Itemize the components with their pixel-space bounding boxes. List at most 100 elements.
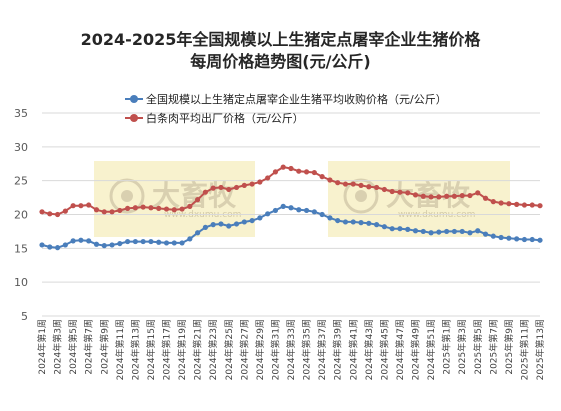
legend-swatch-red: [125, 113, 143, 123]
series-1-point: [296, 168, 302, 174]
series-1-point: [241, 182, 247, 189]
series-1-point: [436, 194, 442, 200]
series-1-point: [397, 189, 403, 195]
y-tick-label: 20: [14, 209, 28, 222]
series-1-point: [358, 182, 364, 189]
series-1-point: [86, 202, 92, 208]
x-tick-label: 2024年第35周: [301, 319, 313, 380]
y-tick-label: 25: [14, 175, 28, 188]
series-0-point: [140, 238, 146, 245]
series-1-point: [47, 211, 53, 217]
series-1-point: [101, 209, 107, 215]
series-1-point: [490, 199, 496, 205]
x-tick-label: 2024年第19周: [176, 319, 188, 380]
series-0-point: [93, 241, 100, 247]
series-1-point: [451, 193, 458, 199]
series-1-point: [335, 180, 341, 186]
series-1-point: [280, 164, 286, 170]
series-1-point: [132, 205, 138, 211]
series-0-point: [257, 215, 263, 221]
series-0-point: [187, 236, 193, 242]
series-1-point: [163, 206, 170, 212]
series-1-point: [265, 175, 271, 181]
series-1-point: [124, 205, 131, 212]
series-1-point: [109, 209, 115, 215]
y-tick-label: 10: [14, 276, 28, 289]
series-0-point: [226, 223, 232, 229]
series-0-point: [117, 240, 123, 247]
series-1-point: [311, 169, 317, 176]
series-1-point: [195, 197, 201, 203]
series-0-point: [156, 239, 162, 245]
x-tick-label: 2024年第1周: [36, 319, 48, 375]
series-0-point: [54, 245, 61, 251]
series-0-point: [303, 207, 310, 214]
series-1-point: [412, 192, 419, 198]
series-0-point: [381, 224, 387, 230]
series-1-point: [187, 203, 193, 209]
series-0-point: [451, 228, 458, 235]
watermark-logo-icon: [355, 190, 367, 202]
legend-label-purchase-price: 全国规模以上生猪定点屠宰企业生猪平均收购价格（元/公斤）: [146, 92, 447, 106]
x-tick-label: 2025年第3周: [456, 319, 468, 375]
series-1-point: [70, 203, 76, 209]
series-0-point: [265, 211, 271, 217]
series-0-point: [210, 222, 216, 228]
series-1-point: [366, 184, 372, 190]
series-0-point: [202, 224, 209, 230]
legend-label-pork-price: 白条肉平均出厂价格（元/公斤）: [146, 111, 304, 125]
series-1-point: [272, 169, 279, 175]
series-0-point: [241, 219, 247, 225]
series-1-point: [521, 202, 528, 208]
series-0-point: [288, 205, 294, 211]
legend-swatch-blue: [125, 94, 143, 104]
series-1-point: [475, 190, 481, 196]
chart-legend: 全国规模以上生猪定点屠宰企业生猪平均收购价格（元/公斤） 白条肉平均出厂价格（元…: [125, 89, 447, 127]
series-1-point: [140, 204, 146, 210]
x-tick-label: 2024年第23周: [207, 319, 219, 380]
series-0-point: [101, 243, 107, 249]
series-0-point: [467, 230, 473, 236]
x-tick-label: 2024年第21周: [192, 319, 204, 380]
series-0-point: [249, 217, 255, 224]
x-tick-label: 2024年第33周: [285, 319, 297, 380]
watermark-logo-icon: [109, 178, 145, 214]
series-0-point: [514, 236, 520, 242]
series-1-point: [514, 201, 520, 207]
series-0-point: [420, 228, 426, 235]
series-0-point: [39, 242, 45, 248]
series-0-point: [195, 230, 201, 236]
x-tick-label: 2025年第7周: [487, 319, 499, 375]
series-0-point: [148, 238, 154, 245]
series-0-point: [62, 242, 68, 248]
series-1-point: [405, 190, 411, 196]
series-0-point: [444, 228, 450, 235]
x-tick-label: 2024年第47周: [394, 319, 406, 380]
series-0-point: [436, 229, 442, 235]
x-tick-label: 2024年第45周: [378, 319, 390, 380]
series-0-point: [327, 215, 333, 221]
series-0-point: [405, 226, 411, 232]
x-tick-label: 2025年第9周: [503, 319, 515, 375]
series-1-point: [257, 179, 263, 185]
series-0-point: [459, 228, 465, 235]
series-0-point: [179, 240, 185, 246]
series-0-point: [490, 233, 496, 239]
series-1-point: [381, 186, 387, 193]
series-0-point: [233, 221, 240, 227]
series-1-point: [171, 207, 177, 213]
x-tick-label: 2025年第11周: [518, 319, 530, 380]
x-tick-label: 2024年第11周: [114, 319, 126, 380]
x-tick-label: 2024年第37周: [316, 319, 328, 380]
series-0-point: [70, 238, 76, 244]
series-0-point: [529, 236, 535, 243]
chart-title-line1: 2024-2025年全国规模以上生猪定点屠宰企业生猪价格: [80, 30, 481, 49]
x-tick-label: 2024年第3周: [52, 319, 64, 375]
series-0-point: [280, 203, 286, 209]
series-0-point: [272, 207, 279, 214]
x-tick-label: 2024年第7周: [83, 319, 95, 375]
x-tick-label: 2024年第17周: [161, 319, 173, 380]
series-0-point: [296, 207, 302, 213]
series-0-point: [163, 240, 170, 246]
